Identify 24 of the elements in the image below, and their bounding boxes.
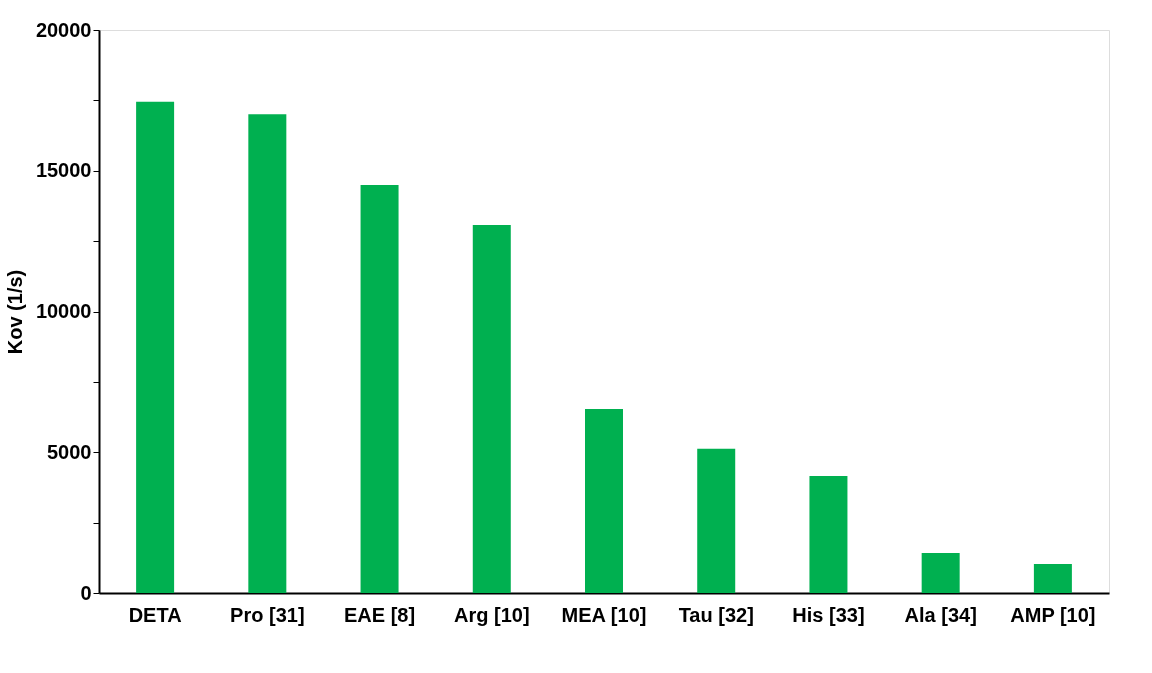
y-tick-label: 10000	[35, 300, 92, 322]
bar	[248, 114, 287, 593]
x-tick-label: DETA	[128, 603, 182, 626]
x-tick-label: AMP [10]	[1010, 603, 1096, 626]
y-tick-label: 20000	[35, 18, 92, 41]
bar	[472, 225, 511, 593]
bar	[585, 408, 623, 593]
x-tick-label: Arg [10]	[453, 603, 530, 626]
y-axis-title: Kov (1/s)	[3, 269, 26, 355]
x-tick-label: Tau [32]	[678, 603, 754, 626]
bar	[1033, 564, 1072, 593]
bar	[697, 448, 736, 593]
bar	[360, 185, 399, 593]
bar	[809, 475, 848, 593]
x-tick-label: His [33]	[792, 603, 865, 626]
x-tick-label: Pro [31]	[230, 603, 305, 626]
y-tick-label: 15000	[35, 159, 92, 182]
y-tick-label: 0	[80, 581, 92, 604]
x-tick-label: Ala [34]	[904, 603, 977, 626]
bar	[921, 553, 960, 593]
x-tick-label: EAE [8]	[343, 603, 416, 626]
y-tick-label: 5000	[47, 440, 92, 463]
bar	[136, 101, 175, 593]
x-tick-label: MEA [10]	[561, 603, 647, 626]
